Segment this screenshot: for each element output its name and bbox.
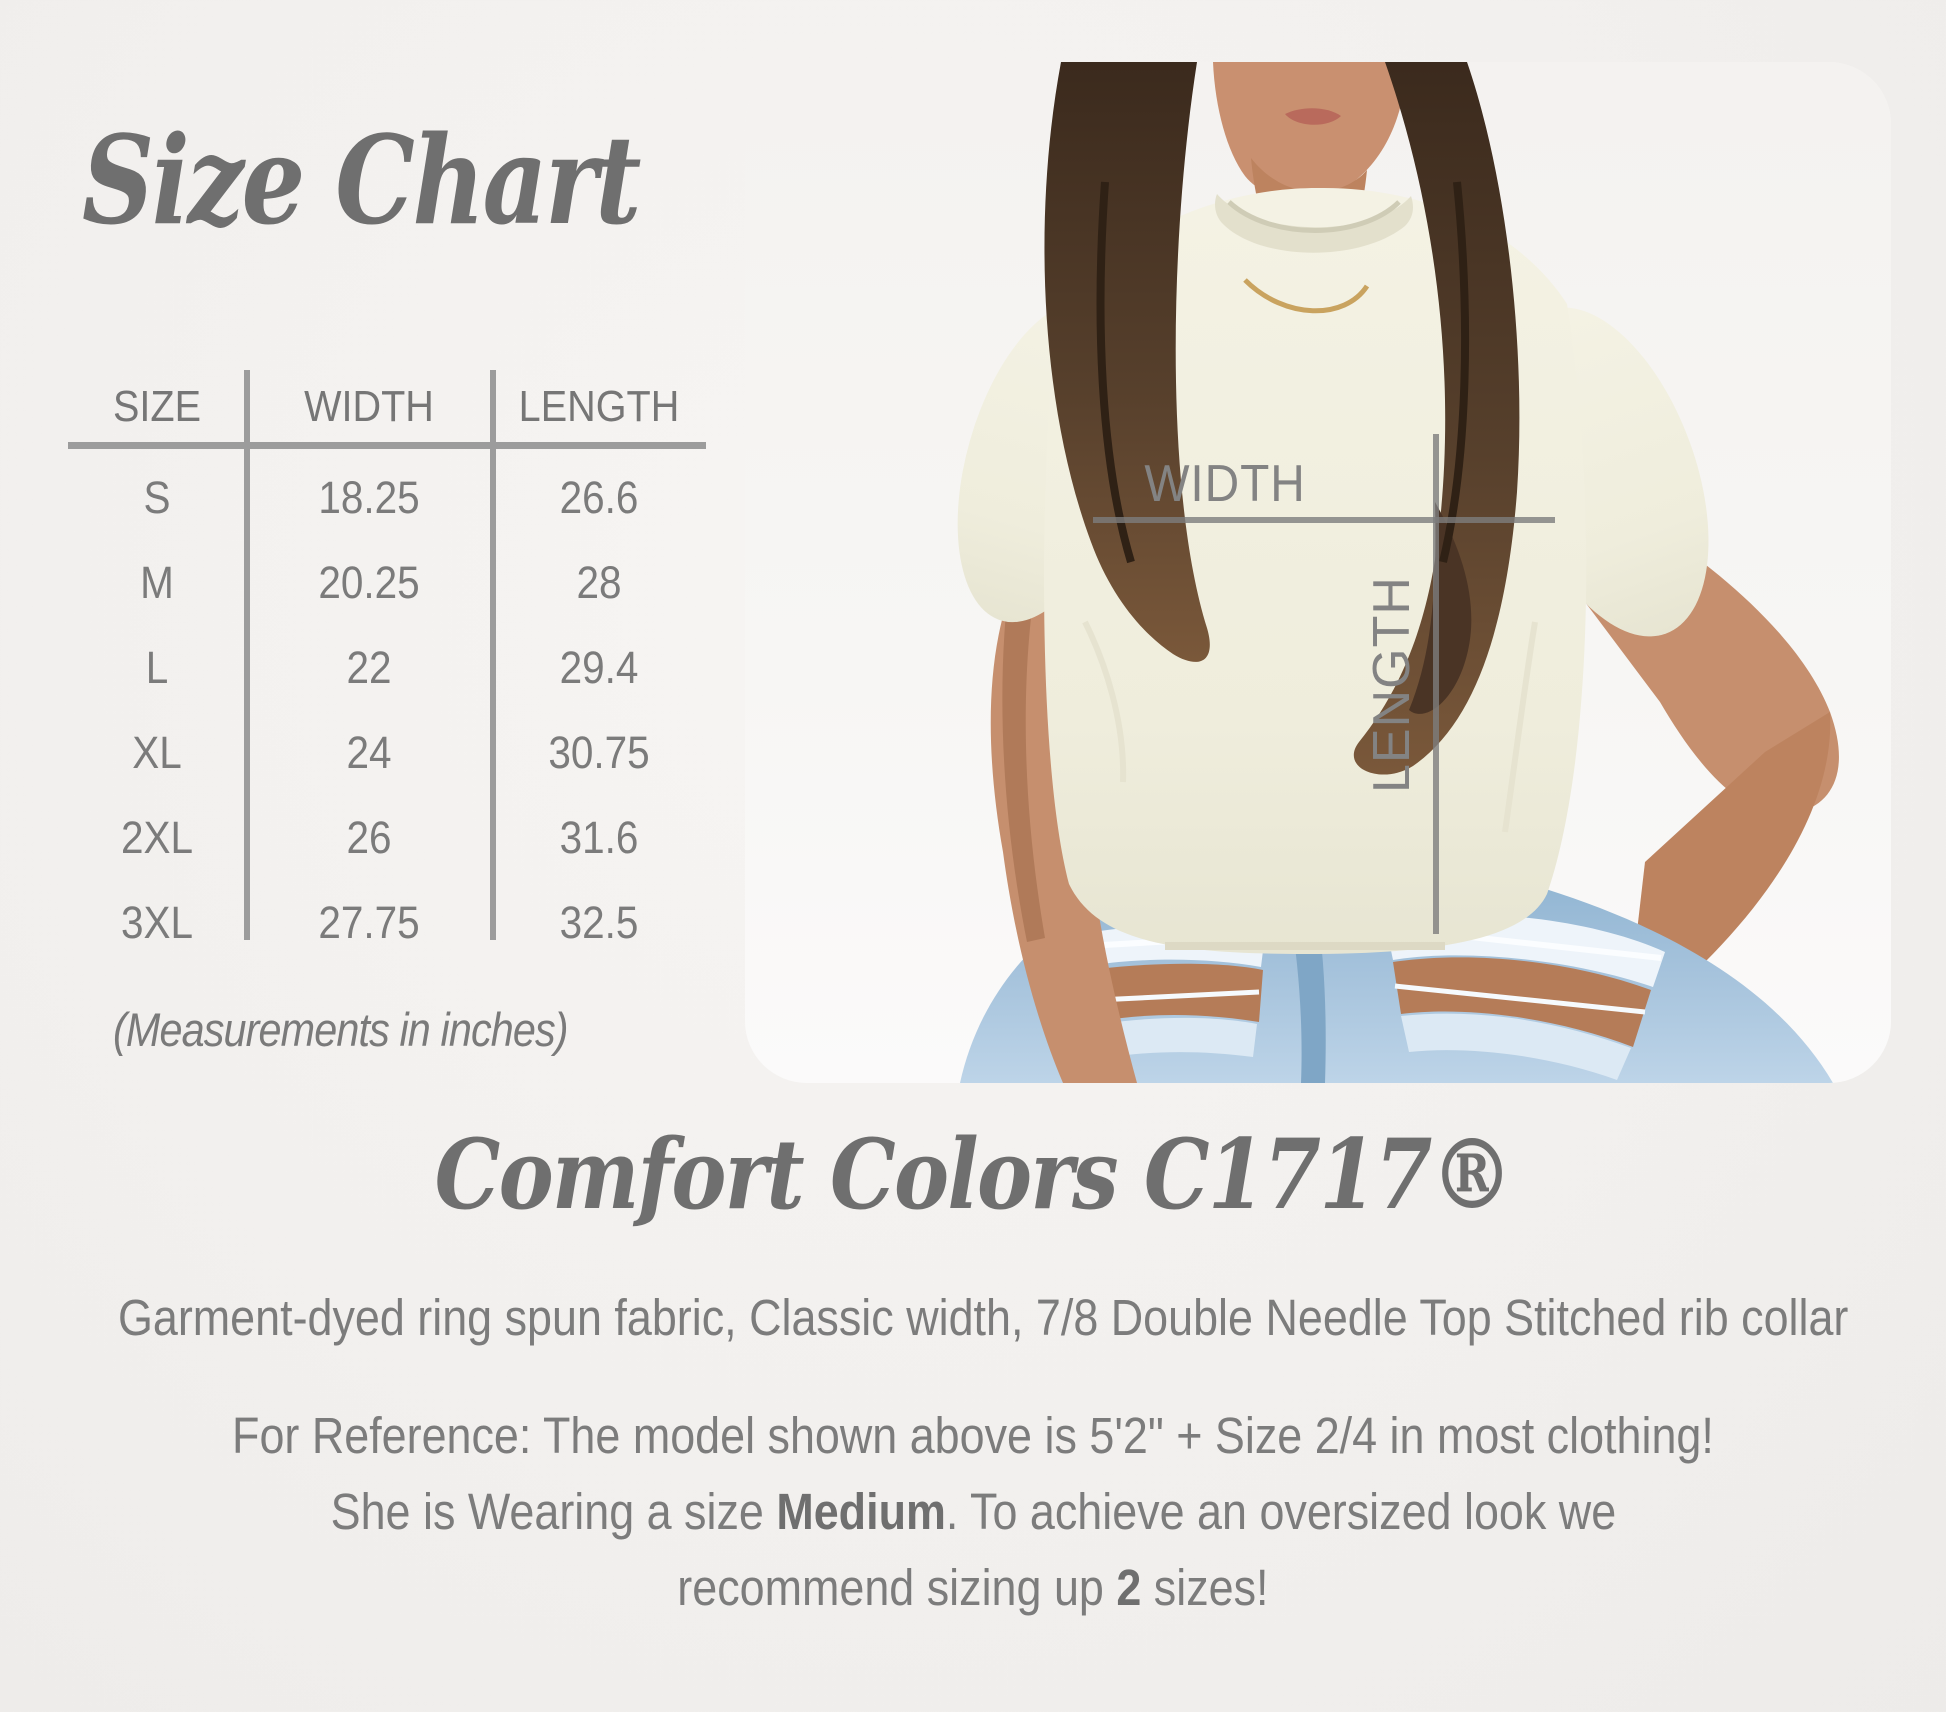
col-header-length: LENGTH — [518, 382, 680, 431]
length-cell: 32.5 — [559, 896, 639, 948]
reference-line-3: recommend sizing up 2 sizes! — [677, 1559, 1269, 1616]
length-cell: 28 — [576, 556, 622, 608]
table-row: 2XL 26 31.6 — [68, 795, 706, 880]
table-divider-2 — [490, 370, 496, 940]
model-photo: WIDTH LENGTH — [745, 62, 1891, 1083]
length-measure-line — [1433, 434, 1439, 934]
necklace — [1243, 278, 1370, 314]
width-cell: 22 — [346, 641, 392, 693]
reference-line-2: She is Wearing a size Medium. To achieve… — [330, 1483, 1616, 1540]
col-header-size: SIZE — [112, 382, 202, 431]
table-row: 3XL 27.75 32.5 — [68, 880, 706, 965]
reference-block: For Reference: The model shown above is … — [0, 1398, 1946, 1626]
size-cell: M — [140, 556, 174, 608]
width-measure-label: WIDTH — [1144, 455, 1306, 513]
hair — [1044, 62, 1520, 775]
page-title: Size Chart — [82, 108, 641, 252]
width-cell: 27.75 — [318, 896, 420, 948]
table-row: M 20.25 28 — [68, 540, 706, 625]
measurements-note: (Measurements in inches) — [112, 1003, 569, 1056]
length-cell: 31.6 — [559, 811, 639, 863]
size-cell: 3XL — [120, 896, 194, 948]
table-header-rule — [68, 442, 706, 449]
size-cell: S — [143, 471, 171, 523]
width-cell: 20.25 — [318, 556, 420, 608]
size-up-emphasis: 2 — [1116, 1559, 1142, 1616]
length-cell: 26.6 — [559, 471, 639, 523]
model-illustration — [745, 62, 1891, 1083]
table-row: L 22 29.4 — [68, 625, 706, 710]
reference-line-1: For Reference: The model shown above is … — [232, 1407, 1714, 1464]
fabric-description: Garment-dyed ring spun fabric, Classic w… — [117, 1289, 1849, 1346]
size-medium-emphasis: Medium — [775, 1483, 946, 1540]
table-header-row: SIZE WIDTH LENGTH — [68, 372, 706, 442]
size-cell: 2XL — [120, 811, 194, 863]
table-row: XL 24 30.75 — [68, 710, 706, 795]
length-cell: 30.75 — [548, 726, 650, 778]
size-cell: XL — [132, 726, 182, 778]
product-title: Comfort Colors C1717® — [434, 1118, 1514, 1231]
length-cell: 29.4 — [559, 641, 639, 693]
length-measure-label: LENGTH — [1363, 576, 1421, 794]
width-cell: 18.25 — [318, 471, 420, 523]
width-measure-line — [1093, 517, 1555, 523]
width-cell: 24 — [346, 726, 392, 778]
table-row: S 18.25 26.6 — [68, 455, 706, 540]
size-cell: L — [145, 641, 169, 693]
col-header-width: WIDTH — [304, 382, 434, 431]
table-divider-1 — [244, 370, 250, 940]
size-table: SIZE WIDTH LENGTH S 18.25 26.6 M 20.25 2… — [68, 370, 706, 965]
width-cell: 26 — [346, 811, 392, 863]
